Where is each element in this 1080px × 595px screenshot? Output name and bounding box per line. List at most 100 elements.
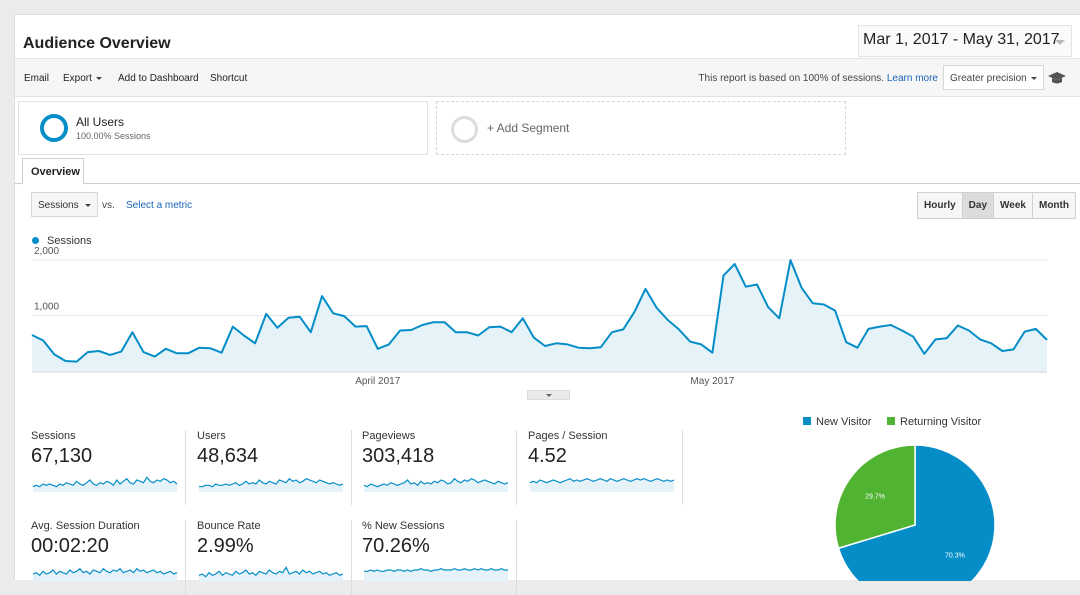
report-tabs: Overview — [15, 158, 1080, 185]
sparkline-area — [364, 568, 508, 582]
tab-overview[interactable]: Overview — [22, 158, 84, 185]
stat-value: 67,130 — [31, 445, 93, 467]
chart-axis-labels: April 2017 May 2017 — [355, 376, 735, 387]
granularity-hourly-button[interactable]: Hourly — [918, 193, 963, 218]
segment-name: All Users — [76, 115, 125, 129]
graduation-cap-icon[interactable] — [1048, 72, 1066, 84]
sparkline-line — [363, 477, 509, 488]
learn-more-link[interactable]: Learn more — [886, 73, 938, 84]
sessions-area — [32, 260, 1047, 371]
stat-label: Users — [197, 430, 226, 442]
granularity-toggle: Hourly Day Week Month — [917, 192, 1076, 219]
sparkline — [529, 478, 675, 492]
sampling-note-text: This report is based on 100% of sessions… — [698, 73, 885, 84]
empty-segment-ring-icon — [451, 116, 478, 143]
x-tick-label: April 2017 — [355, 376, 400, 387]
stat-pageviews[interactable]: Pageviews 303,418 — [362, 430, 517, 505]
sparkline-area — [33, 568, 177, 582]
primary-metric-select[interactable]: Sessions — [31, 192, 98, 217]
stat-bounce-rate[interactable]: Bounce Rate 2.99% — [197, 520, 352, 595]
sparkline — [199, 477, 344, 492]
add-to-dashboard-button[interactable]: Add to Dashboard — [118, 73, 199, 84]
stat-users[interactable]: Users 48,634 — [197, 430, 352, 505]
sessions-legend-dot — [32, 237, 39, 244]
chevron-down-icon — [85, 204, 91, 207]
sparkline-area — [364, 478, 508, 492]
sparkline-line — [198, 566, 344, 578]
sparkline — [198, 566, 344, 582]
pie-slice-label: 70.3% — [945, 553, 965, 560]
chevron-down-icon — [546, 394, 552, 397]
chevron-down-icon — [1031, 77, 1037, 80]
sparkline-line — [529, 478, 675, 484]
sparkline-area — [199, 567, 343, 582]
segment-ring-icon — [40, 114, 68, 142]
sparkline-line — [364, 568, 508, 572]
precision-select-value: Greater precision — [950, 73, 1027, 84]
stat-label: Bounce Rate — [197, 520, 261, 532]
stat-sessions[interactable]: Sessions 67,130 — [31, 430, 186, 505]
sessions-line-chart: 2,000 1,000 April 2017 May 2017 — [31, 247, 1048, 387]
y-tick-label: 1,000 — [34, 302, 59, 313]
stat-value: 00:02:20 — [31, 535, 109, 557]
stat--new-sessions[interactable]: % New Sessions 70.26% — [362, 520, 517, 595]
stat-label: % New Sessions — [362, 520, 445, 532]
pie-slice-new-visitor[interactable] — [837, 444, 996, 581]
select-metric-link[interactable]: Select a metric — [126, 200, 193, 211]
visitor-type-pie-chart: 70.3% 29.7% — [834, 444, 996, 581]
report-header: Audience Overview Mar 1, 2017 - May 31, … — [15, 15, 1080, 59]
granularity-month-button[interactable]: Month — [1038, 200, 1069, 211]
legend-swatch — [803, 417, 811, 426]
sparkline-area — [33, 477, 177, 492]
date-range-label: Mar 1, 2017 - May 31, 2017 — [863, 31, 1060, 48]
sparkline — [32, 476, 178, 492]
sparkline-line — [32, 567, 178, 577]
export-button[interactable]: Export — [63, 73, 102, 84]
collapse-chart-handle[interactable] — [527, 390, 570, 400]
sessions-series-line[interactable] — [31, 259, 1048, 363]
export-label: Export — [63, 73, 92, 84]
date-range-picker[interactable]: Mar 1, 2017 - May 31, 2017 — [858, 25, 1072, 57]
sparkline-area — [530, 478, 674, 492]
sessions-legend-label: Sessions — [47, 235, 92, 247]
chevron-down-icon — [95, 76, 102, 80]
stat-value: 303,418 — [362, 445, 435, 467]
sparkline — [32, 567, 178, 582]
page-title: Audience Overview — [23, 35, 171, 52]
segment-detail: 100.00% Sessions — [76, 131, 151, 141]
sparkline — [364, 568, 508, 582]
add-segment-button[interactable]: + Add Segment — [436, 101, 846, 155]
segment-all-users[interactable]: All Users 100.00% Sessions — [18, 101, 428, 155]
chevron-down-icon — [1055, 40, 1065, 45]
pie-slice-label: 29.7% — [865, 494, 885, 501]
email-button[interactable]: Email — [24, 73, 50, 84]
pie-slice-returning-visitor[interactable] — [834, 444, 916, 550]
report-frame: Audience Overview Mar 1, 2017 - May 31, … — [14, 14, 1080, 595]
chart-grid: 2,000 1,000 — [32, 247, 1047, 373]
stat-value: 4.52 — [528, 445, 567, 467]
granularity-day-button[interactable]: Day — [962, 193, 995, 218]
stat-label: Pageviews — [362, 430, 416, 442]
add-segment-label: + Add Segment — [487, 121, 570, 135]
shortcut-button[interactable]: Shortcut — [210, 73, 248, 84]
report-toolbar: Email Export Add to Dashboard Shortcut T… — [15, 59, 1080, 97]
sparkline — [363, 477, 509, 492]
legend-new-visitor[interactable]: New Visitor — [803, 416, 871, 428]
sampling-note: This report is based on 100% of sessions… — [698, 73, 938, 84]
chart-area-fill — [31, 259, 1048, 371]
sparkline-area — [199, 478, 343, 492]
sparkline-line — [199, 477, 344, 488]
stat-label: Avg. Session Duration — [31, 520, 140, 532]
stat-label: Pages / Session — [528, 430, 608, 442]
stat-value: 2.99% — [197, 535, 254, 557]
y-tick-label: 2,000 — [34, 247, 59, 257]
granularity-week-button[interactable]: Week — [994, 193, 1033, 218]
legend-returning-visitor[interactable]: Returning Visitor — [887, 416, 981, 428]
primary-metric-value: Sessions — [38, 200, 79, 211]
legend-swatch — [887, 417, 895, 426]
legend-new-visitor-label: New Visitor — [816, 416, 872, 428]
stat-avg-session-duration[interactable]: Avg. Session Duration 00:02:20 — [31, 520, 186, 595]
x-tick-label: May 2017 — [690, 376, 734, 387]
precision-select[interactable]: Greater precision — [943, 65, 1044, 90]
stat-pages-session[interactable]: Pages / Session 4.52 — [528, 430, 683, 505]
